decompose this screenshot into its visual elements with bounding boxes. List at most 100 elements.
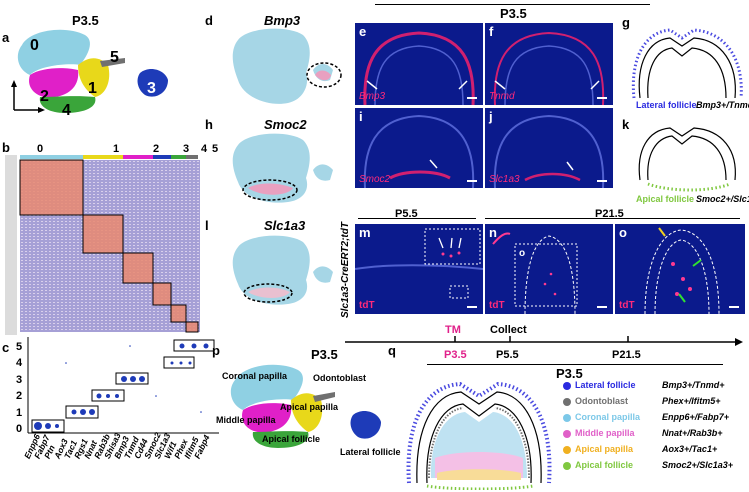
umap-p-apfol: Apical follicle	[262, 434, 321, 444]
micrograph-e: e Bmp3	[355, 23, 483, 105]
scale-bar-f	[597, 97, 607, 99]
umap-cluster-2: 2	[40, 88, 49, 105]
panel-label-d: d	[205, 13, 213, 28]
timeline-t3: P21.5	[612, 349, 641, 361]
lineage-label: Slc1a3-CreERT2;tdT	[340, 222, 351, 318]
scale-bar-m	[467, 306, 477, 308]
dotplot-ylabel: 1	[16, 407, 23, 419]
scale-bar-j	[597, 180, 607, 182]
umap-p-middle: Middle papilla	[216, 415, 276, 425]
legend-dot	[563, 462, 571, 470]
umap-p-latfol: Lateral follicle	[340, 447, 401, 457]
panel-label-o: o	[619, 225, 627, 240]
timeline-t2: P5.5	[496, 349, 519, 361]
micrograph-i: i Smoc2	[355, 108, 483, 188]
legend-dot	[563, 398, 571, 406]
micrograph-j: j Slc1a3	[485, 108, 613, 188]
feature-umap-slc1a3	[232, 235, 333, 305]
legend-name: Lateral follicle	[575, 380, 636, 390]
scale-bar-n	[597, 306, 607, 308]
panel-label-j: j	[489, 109, 493, 124]
panel-label-m: m	[359, 225, 371, 240]
legend-markers: Smoc2+/Slc1a3+	[662, 460, 734, 470]
panel-label-g: g	[622, 15, 630, 30]
scale-bar-e	[467, 97, 477, 99]
legend-markers: Nnat+/Rab3b+	[662, 428, 723, 438]
umap-cluster-1: 1	[88, 80, 97, 97]
panel-label-e: e	[359, 24, 367, 39]
stain-label-m: tdT	[359, 300, 375, 311]
heatmap-col-5: 5	[212, 143, 219, 155]
gene-title-l: Slc1a3	[264, 218, 306, 233]
panel-label-p: p	[212, 343, 220, 358]
umap-cluster-4: 4	[62, 102, 71, 119]
legend-name: Middle papilla	[575, 428, 635, 438]
timeline-tm: TM	[445, 324, 461, 336]
top-bracket-line	[375, 4, 650, 5]
dotplot-ylabel: 2	[16, 390, 23, 402]
top-stage-label: P3.5	[500, 6, 527, 21]
stain-label-j: Slc1a3	[489, 174, 520, 185]
dotplot-ylabel: 3	[16, 374, 23, 386]
umap-p-apical: Apical papilla	[280, 402, 339, 412]
heatmap-col-2: 2	[153, 143, 160, 155]
heatmap-b	[5, 155, 200, 335]
panel-label-a: a	[2, 30, 10, 45]
umap-p-title: P3.5	[311, 347, 338, 362]
q-stage-label: P3.5	[556, 366, 583, 381]
inset-label-o: o	[519, 248, 526, 259]
umap-a	[11, 29, 168, 113]
dotplot-c-marks	[27, 337, 219, 434]
legend-name: Coronal papilla	[575, 412, 641, 422]
legend-dot	[563, 430, 571, 438]
schematic-g-left: Lateral follicle	[636, 100, 697, 110]
heatmap-col-3: 3	[183, 143, 190, 155]
bracket-p55	[358, 218, 476, 219]
legend-name: Apical papilla	[575, 444, 634, 454]
panel-label-h: h	[205, 117, 213, 132]
schematic-q	[406, 381, 552, 490]
umap-p-odonto: Odontoblast	[313, 373, 366, 383]
umap-a-title: P3.5	[72, 13, 99, 28]
stain-label-n: tdT	[489, 300, 505, 311]
legend-name: Odontoblast	[575, 396, 628, 406]
legend-dot	[563, 414, 571, 422]
stage-label-n: P21.5	[595, 208, 624, 220]
panel-label-c: c	[2, 340, 10, 355]
stain-label-o: tdT	[619, 300, 635, 311]
dotplot-ylabel: 4	[16, 357, 23, 369]
umap-cluster-3: 3	[147, 80, 156, 97]
heatmap-col-0: 0	[37, 143, 44, 155]
umap-cluster-0: 0	[30, 37, 39, 54]
panel-label-q: q	[388, 343, 396, 358]
heatmap-col-4: 4	[201, 143, 208, 155]
feature-umap-bmp3	[232, 28, 342, 104]
timeline-collect: Collect	[490, 324, 527, 336]
panel-label-n: n	[489, 225, 497, 240]
schematic-k	[638, 127, 736, 192]
panel-label-f: f	[489, 24, 494, 39]
timeline-axis	[345, 336, 743, 346]
legend-markers: Aox3+/Tac1+	[662, 444, 718, 454]
heatmap-col-1: 1	[113, 143, 120, 155]
dotplot-ylabel: 0	[16, 423, 23, 435]
schematic-k-left: Apical follicle	[636, 194, 695, 204]
timeline-t1: P3.5	[444, 349, 467, 361]
bracket-p215	[485, 218, 740, 219]
micrograph-m: m tdT	[355, 224, 483, 314]
stain-label-i: Smoc2	[359, 174, 391, 185]
legend-markers: Phex+/Ifitm5+	[662, 396, 721, 406]
legend-dot	[563, 446, 571, 454]
legend-dot	[563, 382, 571, 390]
panel-label-k: k	[622, 117, 630, 132]
panel-label-i: i	[359, 109, 363, 124]
gene-title-d: Bmp3	[264, 13, 301, 28]
gene-title-h: Smoc2	[264, 117, 307, 132]
q-bracket-line	[427, 364, 723, 365]
panel-label-b: b	[2, 140, 10, 155]
feature-umap-smoc2	[232, 133, 333, 203]
stain-label-f: Tnmd	[489, 91, 515, 102]
micrograph-o: o tdT	[615, 224, 745, 314]
umap-cluster-5: 5	[110, 49, 119, 66]
scale-bar-o	[729, 306, 739, 308]
